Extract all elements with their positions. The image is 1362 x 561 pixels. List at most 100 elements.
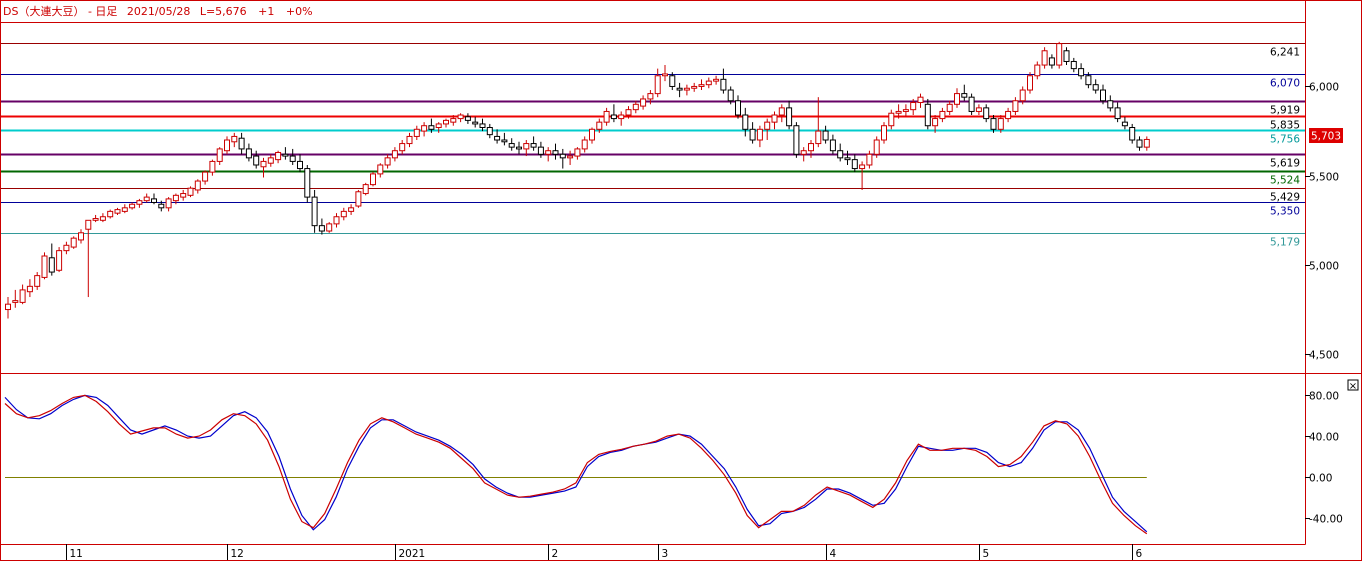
candle	[815, 97, 822, 148]
candle-body	[1012, 100, 1019, 112]
candle	[859, 161, 866, 190]
time-tick-label: 5	[983, 548, 990, 560]
candle-body	[866, 153, 873, 166]
candle	[289, 148, 296, 165]
candle-body	[1019, 89, 1026, 102]
candle	[581, 136, 588, 153]
candle-body	[275, 151, 282, 161]
candle	[786, 100, 793, 130]
candle-body	[216, 148, 223, 162]
osc-tick-label: -40.00	[1309, 514, 1343, 526]
candle-body	[245, 148, 252, 159]
candle-body	[530, 143, 537, 148]
candle-body	[107, 210, 114, 218]
candle-body	[924, 103, 931, 127]
candle-body	[902, 109, 909, 112]
candle-body	[727, 89, 734, 102]
candle	[158, 200, 165, 212]
candle-body	[610, 114, 617, 120]
candle-body	[282, 153, 289, 157]
candle-body	[800, 150, 807, 155]
candle-body	[311, 196, 318, 227]
candle-body	[63, 244, 70, 252]
level-label: 5,619	[1270, 158, 1300, 170]
candle-body	[348, 207, 355, 212]
candle-body	[545, 150, 552, 155]
candle	[669, 72, 676, 91]
time-axis: 11 12 2021 2 3 4 5 6	[66, 544, 1143, 560]
candle-body	[129, 203, 136, 209]
candle	[464, 113, 471, 124]
candle	[114, 207, 121, 215]
level-label: 5,524	[1270, 175, 1300, 187]
candle-body	[172, 194, 179, 202]
candle	[421, 122, 428, 137]
candle-body	[304, 168, 311, 198]
candle-body	[151, 198, 157, 203]
candle	[1085, 72, 1092, 89]
time-tick-label: 11	[70, 548, 83, 560]
candle	[267, 154, 274, 167]
candle-body	[983, 107, 990, 120]
candle-body	[413, 128, 420, 137]
candle	[866, 150, 873, 169]
candle-body	[771, 114, 778, 123]
candle-body	[180, 193, 187, 198]
candle	[472, 116, 479, 128]
candle-body	[559, 153, 566, 159]
candle-body	[333, 216, 340, 225]
candle	[56, 247, 63, 273]
close-indicator-button[interactable]: ×	[1347, 379, 1359, 392]
candle-body	[19, 289, 26, 303]
candle	[545, 147, 552, 162]
candle	[771, 111, 778, 130]
candle	[12, 289, 19, 308]
candle-body	[143, 196, 150, 202]
candle	[194, 179, 201, 194]
candle-body	[48, 257, 55, 273]
candle-body	[786, 107, 793, 127]
candle	[691, 82, 698, 92]
candle-body	[1005, 110, 1012, 120]
candle	[216, 147, 223, 165]
level-label: 5,429	[1270, 192, 1300, 204]
candle	[494, 129, 501, 144]
candle	[245, 143, 252, 162]
level-label: 5,835	[1270, 120, 1300, 132]
candle-body	[523, 143, 530, 150]
candle	[778, 104, 785, 123]
candle-body	[238, 137, 245, 150]
candle-body	[1048, 57, 1055, 66]
candle	[1114, 102, 1121, 123]
candle	[895, 104, 902, 119]
candle	[384, 154, 391, 169]
candle-body	[370, 173, 376, 186]
candle-body	[391, 150, 398, 159]
candle	[78, 229, 84, 244]
close-icon[interactable]: ×	[1349, 381, 1357, 392]
candle	[428, 118, 435, 133]
candle	[275, 150, 282, 164]
candle	[910, 98, 917, 116]
candle-body	[917, 96, 924, 104]
candle	[63, 241, 70, 255]
candle-body	[377, 164, 384, 175]
candle	[85, 219, 92, 298]
candle	[1092, 79, 1099, 94]
candle	[107, 209, 114, 219]
candle-body	[756, 128, 763, 141]
close-indicator-box[interactable]	[1347, 379, 1359, 391]
candle	[946, 100, 953, 116]
candle	[742, 107, 749, 137]
candle	[603, 107, 610, 126]
candle-body	[450, 118, 457, 123]
candle-body	[837, 150, 844, 159]
candle	[800, 147, 807, 162]
price-tick-label: 5,500	[1309, 172, 1339, 184]
candle	[457, 113, 464, 123]
candle-body	[954, 93, 960, 105]
candle	[202, 170, 209, 185]
candle-body	[428, 125, 435, 130]
candle	[844, 150, 851, 165]
